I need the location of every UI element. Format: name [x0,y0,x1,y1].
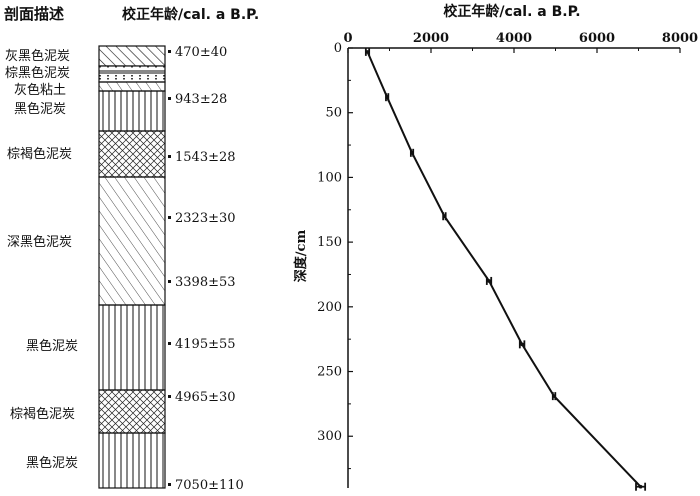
layer-block [98,81,166,92]
age-depth-chart: 0 2000 4000 6000 8000 0 50 100 150 200 250 300 [317,31,698,491]
layer-label: 黑色泥炭 [26,455,78,471]
layer-block [98,130,166,178]
layer-label: 黑色泥炭 [14,101,66,117]
layer-block [98,389,166,434]
age-label: 470±40 [175,45,227,60]
layer-block [98,45,166,67]
y-tick-label: 0 [334,41,342,56]
layer-block [98,176,166,306]
y-tick-label: 300 [317,429,342,444]
age-marker [168,216,171,219]
layer-label: 灰色粘土 [14,82,66,98]
x-tick-label: 2000 [413,31,449,46]
layer-block [98,90,166,132]
x-tick-label: 4000 [496,31,532,46]
chart-title: 校正年龄/cal. a B.P. [443,3,580,20]
age-label: 7050±110 [175,478,244,493]
age-label: 2323±30 [175,211,236,226]
age-marker [168,97,171,100]
x-tick-label: 8000 [662,31,698,46]
y-tick-label: 250 [317,365,342,380]
layer-label: 深黑色泥炭 [7,234,72,250]
age-label: 4965±30 [175,390,236,405]
age-marker [168,483,171,486]
layer-label: 棕黑色泥炭 [5,65,70,81]
header-description: 剖面描述 [4,5,64,23]
layer-block [98,432,166,489]
series-line [366,51,642,488]
data-point [365,50,370,54]
layer-label: 灰黑色泥炭 [5,48,70,64]
layer-label: 棕褐色泥炭 [10,406,75,422]
y-tick-label: 50 [325,106,342,121]
age-label: 3398±53 [175,275,236,290]
stratigraphic-column: 灰黑色泥炭 棕黑色泥炭 灰色粘土 黑色泥炭 棕褐色泥炭 深黑色泥炭 黑色泥炭 棕… [5,45,244,493]
layer-block [98,304,166,391]
age-marker [168,280,171,283]
age-label: 4195±55 [175,337,236,352]
data-point [410,151,414,155]
y-tick-label: 100 [317,170,342,185]
y-axis-label: 深度/cm [293,230,309,283]
age-label: 1543±28 [175,150,236,165]
header-age: 校正年龄/cal. a B.P. [122,6,259,23]
data-point [552,394,556,398]
data-point [520,342,524,347]
layer-label: 黑色泥炭 [26,338,78,354]
data-point [442,214,447,219]
x-tick-label: 6000 [579,31,615,46]
data-point [487,279,491,283]
age-marker [168,395,171,398]
data-point [385,95,389,99]
layer-label: 棕褐色泥炭 [7,146,72,162]
age-marker [168,50,171,53]
age-label: 943±28 [175,92,227,107]
age-marker [168,155,171,158]
x-tick-label: 0 [343,31,352,46]
age-marker [168,342,171,345]
y-tick-label: 150 [317,235,342,250]
layer-block [98,65,166,83]
data-point [638,484,643,489]
y-tick-label: 200 [317,300,342,315]
